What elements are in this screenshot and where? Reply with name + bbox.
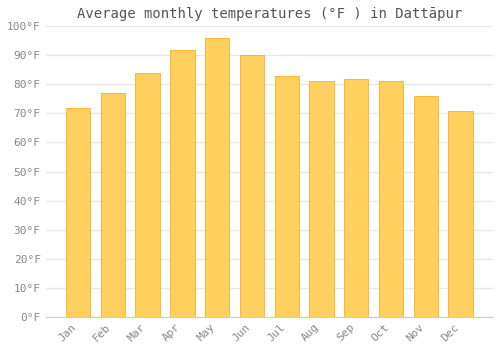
Bar [205, 38, 230, 317]
Bar [100, 93, 125, 317]
Title: Average monthly temperatures (°F ) in Dattāpur: Average monthly temperatures (°F ) in Da… [76, 7, 462, 21]
Bar [170, 49, 194, 317]
Bar [310, 82, 334, 317]
Bar [240, 55, 264, 317]
Bar [414, 96, 438, 317]
Bar [274, 76, 299, 317]
Bar [448, 111, 472, 317]
Bar [66, 108, 90, 317]
Bar [136, 73, 160, 317]
Bar [344, 78, 368, 317]
Bar [379, 82, 403, 317]
